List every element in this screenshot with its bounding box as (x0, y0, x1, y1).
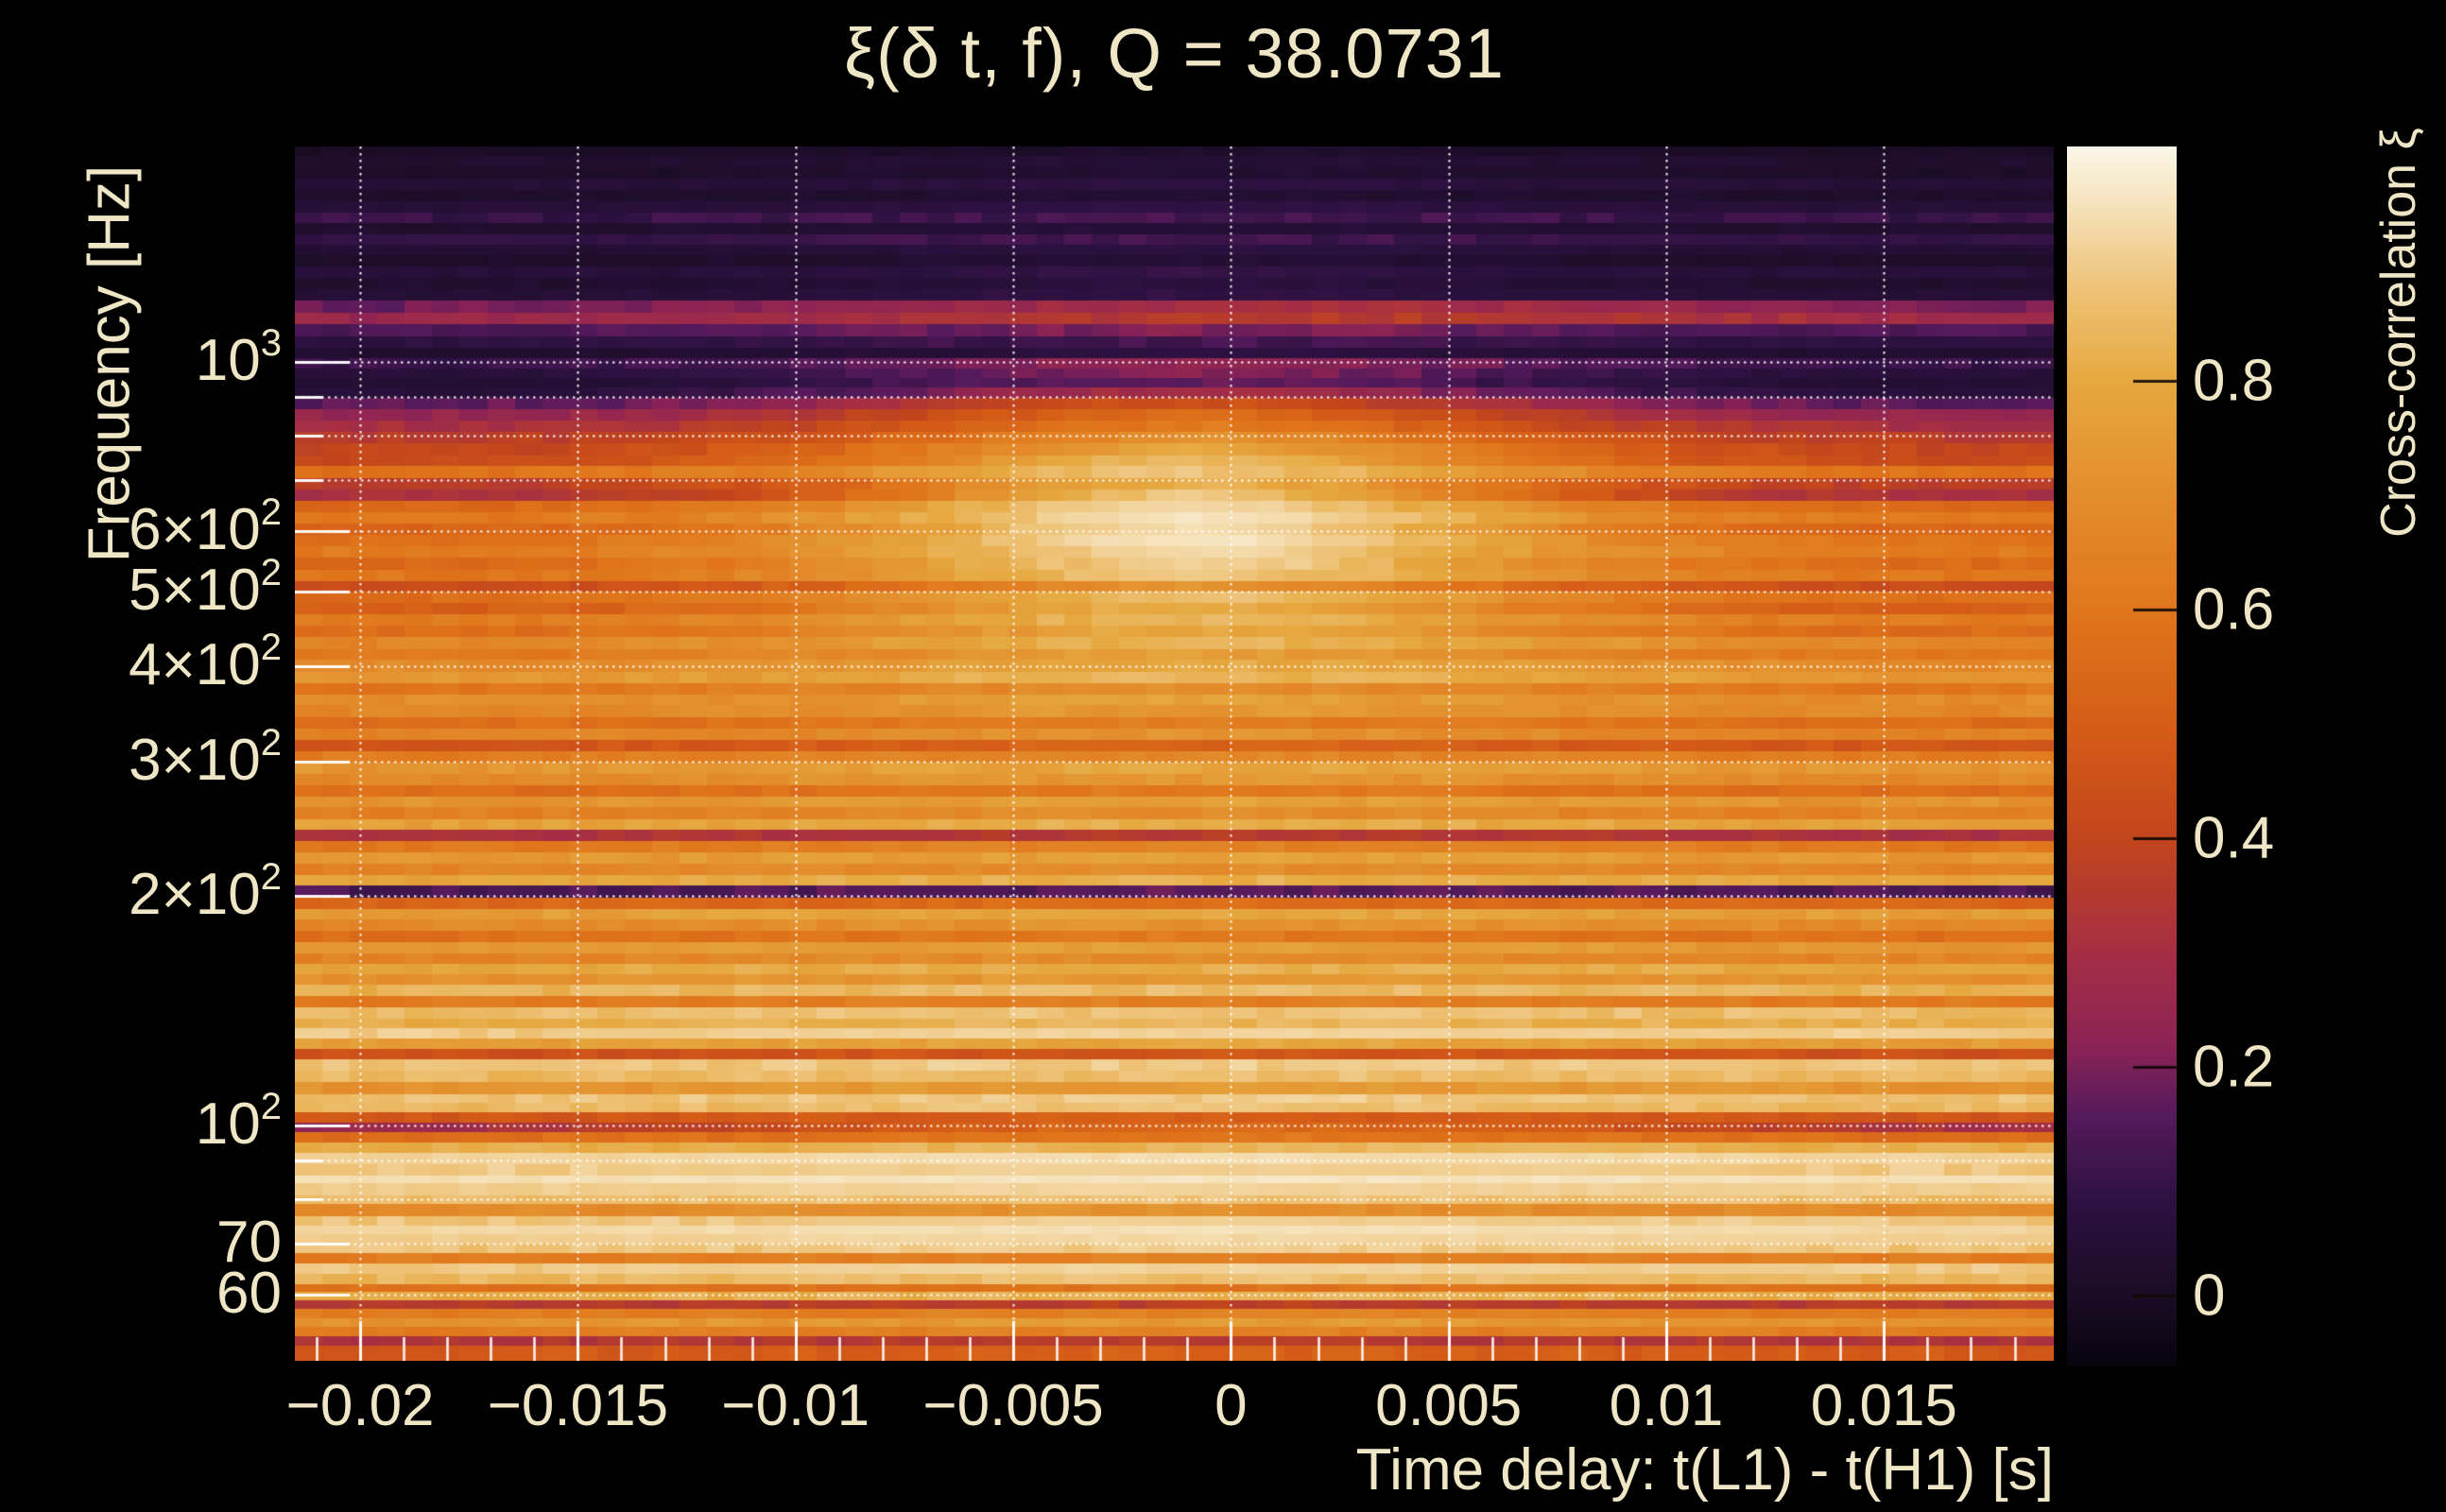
y-tick-label: 6×102 (129, 491, 282, 563)
colorbar-title: Cross-correlation ξ (2371, 128, 2426, 538)
y-tick-label: 5×102 (129, 552, 282, 624)
y-tick-label: 2×102 (129, 855, 282, 927)
colorbar-tick-label: 0.8 (2193, 348, 2275, 414)
colorbar-tick-label: 0 (2193, 1263, 2226, 1329)
y-tick-label: 70 (216, 1210, 282, 1276)
colorbar-tick-label: 0.2 (2193, 1034, 2275, 1100)
colorbar-tick-label: 0.6 (2193, 576, 2275, 643)
x-tick-label: 0 (1214, 1373, 1248, 1438)
y-tick-label: 60 (216, 1261, 282, 1327)
y-tick-label: 3×102 (129, 721, 282, 793)
x-tick-label: 0.01 (1609, 1373, 1724, 1438)
chart-title: ξ(δ t, f), Q = 38.0731 (844, 14, 1505, 93)
colorbar-canvas (2067, 146, 2177, 1366)
x-axis-title: Time delay: t(L1) - t(H1) [s] (1355, 1437, 2054, 1503)
y-tick-label: 4×102 (129, 626, 282, 697)
x-tick-label: 0.015 (1810, 1373, 1957, 1438)
x-tick-label: 0.005 (1375, 1373, 1523, 1438)
x-tick-label: −0.015 (487, 1373, 669, 1438)
colorbar-tick-label: 0.4 (2193, 805, 2275, 871)
y-tick-label: 102 (195, 1086, 282, 1158)
y-tick-label: 103 (195, 322, 282, 394)
x-tick-label: −0.01 (721, 1373, 870, 1438)
heatmap-canvas (295, 146, 2054, 1361)
x-tick-label: −0.02 (285, 1373, 435, 1438)
x-tick-label: −0.005 (922, 1373, 1104, 1438)
